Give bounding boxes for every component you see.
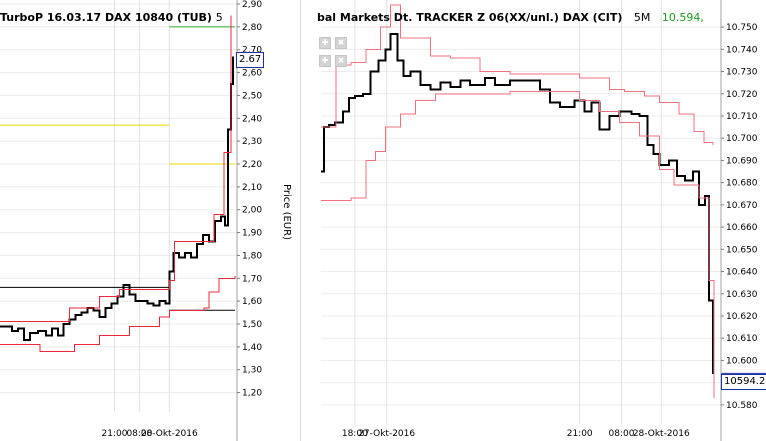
chart-title: TurboP 16.03.17 DAX 10840 (TUB) 5 (0, 11, 223, 24)
y-tick-label: 1,20 (242, 389, 262, 399)
price-series-line (0, 56, 234, 341)
y-tick-label: 2,40 (242, 114, 262, 124)
upper-band-line (321, 4, 714, 145)
y-tick-label: 1,80 (242, 251, 262, 261)
y-tick-label: 10.680 (726, 179, 758, 189)
y-tick-label: 1,70 (242, 274, 262, 284)
pan-left-icon[interactable]: ✚ (319, 55, 331, 67)
y-tick-label: 2,00 (242, 206, 262, 216)
y-tick-label: 10.670 (726, 201, 758, 211)
y-tick-label: 2,50 (242, 91, 262, 101)
dax-chart-panel: 10.58010.59010.60010.61010.62010.63010.6… (300, 0, 766, 441)
x-tick-label: 27-Okt-2016 (358, 429, 415, 439)
y-tick-label: 10.640 (726, 268, 758, 278)
y-tick-label: 10.650 (726, 245, 758, 255)
y-tick-label: 10.740 (726, 45, 758, 55)
chart-title-text: TurboP 16.03.17 DAX 10840 (TUB) (0, 11, 212, 24)
y-tick-label: 2,10 (242, 183, 262, 193)
price-series-line (321, 32, 714, 374)
y-tick-label: 10.750 (726, 23, 758, 33)
zoom-in-icon[interactable]: ✚ (319, 37, 331, 49)
y-tick-label: 10.610 (726, 334, 758, 344)
y-tick-label: 10.730 (726, 68, 758, 78)
last-price-label: 10594.2 (721, 374, 766, 390)
chart-last-value: 10.594, (661, 11, 704, 24)
y-tick-label: 2,30 (242, 137, 262, 147)
y-axis-title: Price (EUR) (281, 184, 292, 240)
y-tick-label: 10.710 (726, 112, 758, 122)
x-tick-label: 28-Okt-2016 (633, 429, 690, 439)
y-tick-label: 2,20 (242, 160, 262, 170)
y-tick-label: 10.660 (726, 223, 758, 233)
turbo-chart-panel: 1,20 1,30 1,40 1,50 1,60 1,70 1,80 1,90 2,00 2,10… (0, 0, 300, 441)
x-tick-label: 21:00 (567, 429, 593, 439)
y-tick-label: 1,40 (242, 343, 262, 353)
y-tick-label: 10.700 (726, 134, 758, 144)
y-tick-label: 10.620 (726, 312, 758, 322)
upper-band-line (0, 15, 232, 323)
y-tick-label: 10.690 (726, 156, 758, 166)
x-tick-label: 18:00 (342, 429, 368, 439)
lower-band-line (321, 91, 715, 399)
y-tick-label: 2,80 (242, 23, 262, 33)
y-tick-label: 2,60 (242, 69, 262, 79)
y-tick-label: 2,90 (242, 0, 262, 10)
pan-right-icon[interactable]: ✖ (335, 55, 347, 67)
y-tick-label: 10.720 (726, 90, 758, 100)
x-tick-label: 08:00 (609, 429, 635, 439)
last-price-label: 2.67 (236, 52, 265, 68)
y-tick-label: 1,90 (242, 229, 262, 239)
chart-interval: 5M (633, 11, 651, 24)
x-tick-label: 21:00 (102, 429, 128, 439)
y-tick-label: 1,30 (242, 366, 262, 376)
y-tick-label: 10.630 (726, 290, 758, 300)
y-tick-label: 1,50 (242, 320, 262, 330)
y-tick-label: 1,60 (242, 297, 262, 307)
chart-title-extra: 5 (215, 11, 223, 24)
dax-price-chart[interactable]: 10.58010.59010.60010.61010.62010.63010.6… (301, 0, 766, 441)
y-tick-label: 10.600 (726, 356, 758, 366)
zoom-out-icon[interactable]: ✖ (335, 37, 347, 49)
y-tick-label: 10.580 (726, 401, 758, 411)
chart-title-text: bal Markets Dt. TRACKER Z 06(XX/unl.) DA… (317, 11, 623, 24)
x-tick-label: 28-Okt-2016 (141, 429, 198, 439)
x-tick-label: 08:00 (126, 429, 152, 439)
y-tick-label: 2,70 (242, 46, 262, 56)
lower-band-line (0, 276, 236, 352)
turbo-price-chart[interactable]: 1,20 1,30 1,40 1,50 1,60 1,70 1,80 1,90 2,00 2,10… (0, 0, 300, 441)
chart-title: bal Markets Dt. TRACKER Z 06(XX/unl.) DA… (317, 11, 704, 24)
